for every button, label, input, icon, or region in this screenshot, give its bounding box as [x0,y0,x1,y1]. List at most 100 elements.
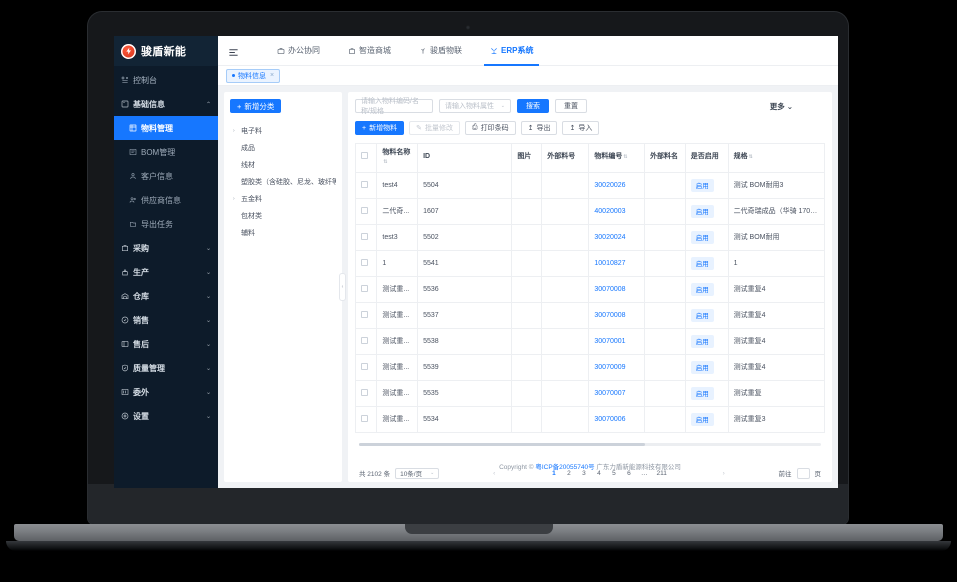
page-button-6[interactable]: 6 [627,469,631,477]
page-button-5[interactable]: 5 [612,469,616,477]
checkbox-icon[interactable] [361,388,368,396]
table-row[interactable]: 测试重... 5535 30070007 启用 测试重复 [355,379,825,407]
cell-material-no[interactable]: 30070007 [588,379,646,407]
export-button[interactable]: ↥ 导出 [520,121,558,135]
material-no-link[interactable]: 30070007 [594,389,626,397]
row-checkbox-cell[interactable] [355,379,378,407]
material-no-link[interactable]: 30020026 [594,181,626,189]
table-row[interactable]: 测试重... 5537 30070008 启用 测试重复4 [355,301,825,329]
row-checkbox-cell[interactable] [355,197,378,225]
table-row[interactable]: test3 5502 30020024 启用 测试 BOM耐用 [355,223,825,251]
sidebar-item-settings[interactable]: 设置 ⌄ [114,404,218,428]
material-no-link[interactable]: 30070008 [594,285,626,293]
sidebar-item-sales[interactable]: 销售 ⌄ [114,308,218,332]
checkbox-icon[interactable] [361,232,368,240]
page-button-2[interactable]: 2 [567,469,571,477]
cell-material-no[interactable]: 30070009 [588,353,646,381]
sidebar-item-customer-info[interactable]: 客户信息 [114,164,218,188]
sidebar-item-production[interactable]: 生产 ⌄ [114,260,218,284]
checkbox-icon[interactable] [361,284,368,292]
cell-material-no[interactable]: 30070001 [588,327,646,355]
checkbox-icon[interactable] [361,180,368,188]
checkbox-icon[interactable] [361,258,368,266]
topnav-item-iot[interactable]: 骏盾物联 [405,36,476,66]
page-button-4[interactable]: 4 [597,469,601,477]
table-row[interactable]: 二代奇... 1607 40020003 启用 二代奇瑞成品（华骑 170KM） [355,197,825,225]
tab-material-info[interactable]: 物料信息 × [226,68,281,83]
topnav-item-office[interactable]: 办公协同 [263,36,334,66]
cell-material-no[interactable]: 40020003 [588,197,646,225]
th-material-name[interactable]: 物料名称 ⇅ [376,143,419,173]
sidebar-item-export-tasks[interactable]: 导出任务 [114,212,218,236]
brand-logo[interactable]: 骏盾新能 [114,36,218,66]
import-button[interactable]: ↥ 导入 [562,121,600,135]
page-button-3[interactable]: 3 [582,469,586,477]
reset-button[interactable]: 重置 [555,99,587,113]
sort-icon[interactable]: ⇅ [748,154,753,161]
category-node-packaging[interactable]: 包材类 [230,207,336,224]
th-material-no[interactable]: 物料编号⇅ [588,143,646,173]
close-icon[interactable]: × [270,72,275,79]
table-row[interactable]: 1 5541 10010827 启用 1 [355,249,825,277]
table-row[interactable]: test4 5504 30020026 启用 测试 BOM耐用3 [355,171,825,199]
row-checkbox-cell[interactable] [355,171,378,199]
horizontal-scrollbar[interactable] [359,443,821,446]
checkbox-icon[interactable] [361,414,368,422]
checkbox-icon[interactable] [361,206,368,214]
sidebar-item-material-management[interactable]: 物料管理 [114,116,218,140]
material-no-link[interactable]: 30070008 [594,311,626,319]
hamburger-icon[interactable] [228,45,239,56]
th-select-all[interactable] [355,143,378,173]
cell-material-no[interactable]: 30070008 [588,301,646,329]
material-no-link[interactable]: 30070009 [594,363,626,371]
panel-splitter-handle[interactable]: ‹ [339,273,346,301]
sidebar-item-basic-info[interactable]: 基础信息 ⌃ [114,92,218,116]
sidebar-item-purchase[interactable]: 采购 ⌄ [114,236,218,260]
sidebar-item-bom-management[interactable]: BOM管理 [114,140,218,164]
material-no-link[interactable]: 30070006 [594,415,626,423]
row-checkbox-cell[interactable] [355,301,378,329]
scrollbar-thumb[interactable] [359,443,646,446]
cell-material-no[interactable]: 30020024 [588,223,646,251]
cell-material-no[interactable]: 10010827 [588,249,646,277]
page-button-last[interactable]: 211 [656,469,667,477]
row-checkbox-cell[interactable] [355,249,378,277]
checkbox-icon[interactable] [361,336,368,344]
category-node-electronic[interactable]: › 电子料 [230,122,336,139]
cell-material-no[interactable]: 30070008 [588,275,646,303]
page-size-select[interactable]: 10条/页 ⌄ [395,467,440,479]
add-material-button[interactable]: + 新增物料 [355,121,405,135]
cell-material-no[interactable]: 30070006 [588,405,646,433]
th-spec[interactable]: 规格⇅ [727,143,825,173]
add-category-button[interactable]: + 新增分类 [230,99,282,113]
category-node-wire[interactable]: 线材 [230,156,336,173]
topnav-item-erp[interactable]: ERP系统 [476,36,547,66]
sidebar-item-quality-management[interactable]: 质量管理 ⌄ [114,356,218,380]
page-button-1[interactable]: 1 [552,469,556,477]
category-node-plastic[interactable]: 塑胶类（含硅胶、尼龙、玻纤等） [230,173,336,190]
search-button[interactable]: 搜索 [517,99,549,113]
table-row[interactable]: 测试重... 5534 30070006 启用 测试重复3 [355,405,825,433]
sidebar-item-warehouse[interactable]: 仓库 ⌄ [114,284,218,308]
category-node-finished[interactable]: 成品 [230,139,336,156]
next-page-button[interactable]: › [722,469,725,477]
chevron-right-icon[interactable]: › [233,195,235,202]
more-filters-toggle[interactable]: 更多 ⌄ [770,101,793,112]
category-node-hardware[interactable]: › 五金料 [230,190,336,207]
checkbox-icon[interactable] [361,362,368,370]
row-checkbox-cell[interactable] [355,327,378,355]
material-no-link[interactable]: 30070001 [594,337,626,345]
keyword-search-input[interactable]: 请输入物料编码/名称/规格 [355,98,433,115]
sidebar-item-after-sales[interactable]: 售后 ⌄ [114,332,218,356]
sidebar-item-console[interactable]: 控制台 [114,68,218,92]
table-row[interactable]: 测试重... 5539 30070009 启用 测试重复4 [355,353,825,381]
cell-material-no[interactable]: 30020026 [588,171,646,199]
chevron-right-icon[interactable]: › [233,127,235,134]
attribute-select[interactable]: 请输入物料属性 ⌄ [439,99,511,113]
material-no-link[interactable]: 10010827 [594,259,626,267]
jump-page-input[interactable] [796,467,810,479]
table-row[interactable]: 测试重... 5538 30070001 启用 测试重复4 [355,327,825,355]
material-no-link[interactable]: 30020024 [594,233,626,241]
topnav-item-mall[interactable]: 智造商城 [334,36,405,66]
material-no-link[interactable]: 40020003 [594,207,626,215]
